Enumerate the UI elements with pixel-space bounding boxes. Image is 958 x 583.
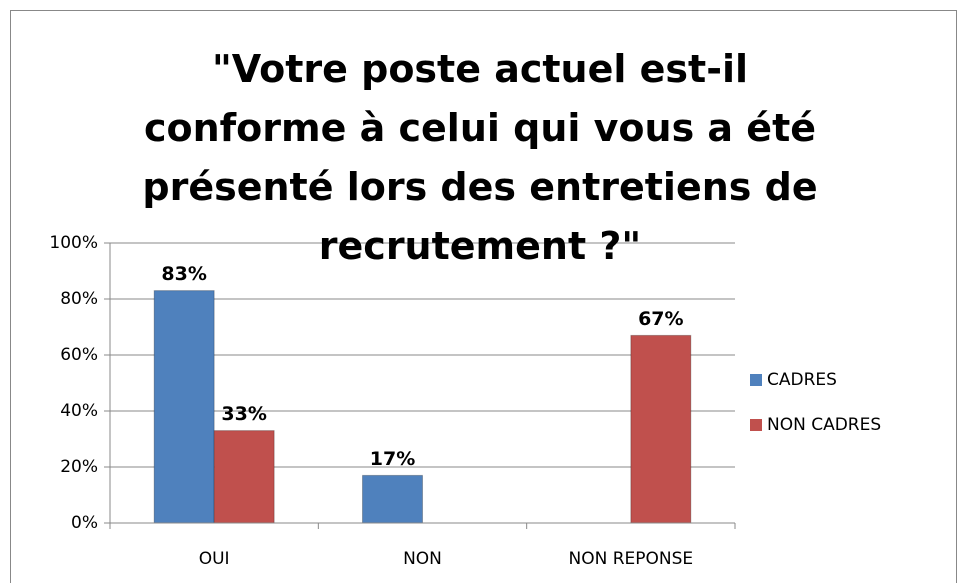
bar	[153, 290, 215, 524]
x-tick-label: NON REPONSE	[569, 549, 694, 569]
y-tick-label: 100%	[49, 233, 98, 253]
legend-swatch	[750, 419, 762, 431]
data-label: 33%	[221, 403, 266, 425]
legend-swatch	[750, 374, 762, 386]
data-label: 17%	[370, 448, 415, 470]
x-tick-label: OUI	[199, 549, 230, 569]
y-tick-label: 80%	[60, 289, 98, 309]
legend-label: CADRES	[767, 370, 837, 390]
x-tick-label: NON	[403, 549, 442, 569]
y-tick-label: 0%	[71, 513, 98, 533]
chart-title: "Votre poste actuel est-il conforme à ce…	[142, 47, 818, 268]
bar	[362, 474, 423, 524]
legend-label: NON CADRES	[767, 415, 881, 435]
y-tick-label: 60%	[60, 345, 98, 365]
y-tick-label: 40%	[60, 401, 98, 421]
chart-border	[10, 10, 957, 583]
data-label: 67%	[638, 308, 683, 330]
data-label: 83%	[161, 263, 206, 285]
bar	[630, 334, 692, 524]
y-tick-label: 20%	[60, 457, 98, 477]
bar	[213, 430, 275, 524]
